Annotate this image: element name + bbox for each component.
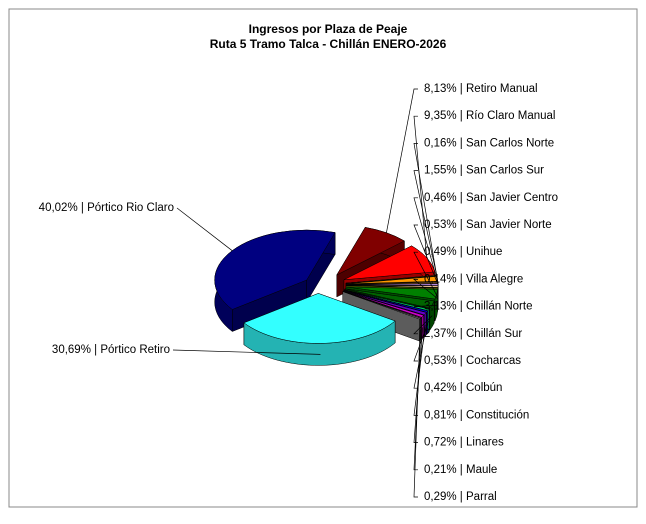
label-value: 0,42% (424, 382, 457, 394)
data-label: 0,46% | San Javier Centro (424, 192, 558, 204)
label-separator: | (457, 382, 466, 394)
label-category: Pórtico Rio Claro (87, 202, 174, 214)
label-category: Unihue (466, 246, 502, 258)
data-label: 40,02% | Pórtico Rio Claro (39, 202, 174, 214)
label-category: Chillán Sur (466, 328, 522, 340)
label-separator: | (457, 219, 466, 231)
label-category: Chillán Norte (466, 301, 532, 313)
label-value: 0,53% (424, 219, 457, 231)
data-label: 30,69% | Pórtico Retiro (52, 344, 170, 356)
data-label: 0,81% | Constitución (424, 409, 529, 421)
label-value: 0,72% (424, 437, 457, 449)
label-separator: | (457, 137, 466, 149)
label-category: Cocharcas (466, 355, 521, 367)
data-label: 0,72% | Linares (424, 437, 504, 449)
label-value: 0,29% (424, 491, 457, 503)
label-value: 8,13% (424, 83, 457, 95)
chart-subtitle: Ruta 5 Tramo Talca - Chillán ENERO-2026 (210, 37, 447, 51)
data-label: 0,53% | Cocharcas (424, 355, 521, 367)
label-category: San Carlos Norte (466, 137, 554, 149)
label-value: 1,55% (424, 165, 457, 177)
label-category: Parral (466, 491, 497, 503)
chart-title: Ingresos por Plaza de Peaje (249, 22, 408, 36)
label-category: Villa Alegre (466, 273, 523, 285)
data-label: 3,13% | Chillán Norte (424, 301, 532, 313)
label-category: Pórtico Retiro (100, 344, 170, 356)
data-label: 1,55% | San Carlos Sur (424, 165, 544, 177)
data-label: 0,49% | Unihue (424, 246, 502, 258)
data-label: 0,53% | San Javier Norte (424, 219, 552, 231)
label-category: San Javier Centro (466, 192, 558, 204)
label-category: Constitución (466, 409, 529, 421)
label-category: Maule (466, 464, 497, 476)
data-label: 8,13% | Retiro Manual (424, 83, 538, 95)
label-separator: | (91, 344, 100, 356)
label-separator: | (457, 437, 466, 449)
label-value: 2,37% (424, 328, 457, 340)
label-value: 0,16% (424, 137, 457, 149)
label-separator: | (457, 165, 466, 177)
label-category: Linares (466, 437, 504, 449)
label-value: 0,14% (424, 273, 457, 285)
label-value: 0,49% (424, 246, 457, 258)
label-separator: | (78, 202, 87, 214)
label-category: San Carlos Sur (466, 165, 544, 177)
label-category: San Javier Norte (466, 219, 552, 231)
label-separator: | (457, 192, 466, 204)
label-category: Retiro Manual (466, 83, 538, 95)
label-separator: | (457, 464, 466, 476)
label-value: 30,69% (52, 344, 91, 356)
label-value: 0,46% (424, 192, 457, 204)
label-separator: | (457, 301, 466, 313)
data-label: 0,42% | Colbún (424, 382, 502, 394)
label-separator: | (457, 273, 466, 285)
label-category: Río Claro Manual (466, 110, 555, 122)
label-separator: | (457, 246, 466, 258)
data-label: 0,21% | Maule (424, 464, 497, 476)
data-label: 0,16% | San Carlos Norte (424, 137, 554, 149)
label-value: 9,35% (424, 110, 457, 122)
label-value: 0,81% (424, 409, 457, 421)
label-value: 3,13% (424, 301, 457, 313)
label-separator: | (457, 110, 466, 122)
data-label: 2,37% | Chillán Sur (424, 328, 522, 340)
label-separator: | (457, 491, 466, 503)
label-separator: | (457, 83, 466, 95)
label-separator: | (457, 409, 466, 421)
label-value: 0,53% (424, 355, 457, 367)
label-separator: | (457, 355, 466, 367)
data-label: 9,35% | Río Claro Manual (424, 110, 555, 122)
data-label: 0,14% | Villa Alegre (424, 273, 523, 285)
label-value: 0,21% (424, 464, 457, 476)
label-separator: | (457, 328, 466, 340)
data-label: 0,29% | Parral (424, 491, 497, 503)
label-category: Colbún (466, 382, 502, 394)
label-value: 40,02% (39, 202, 78, 214)
